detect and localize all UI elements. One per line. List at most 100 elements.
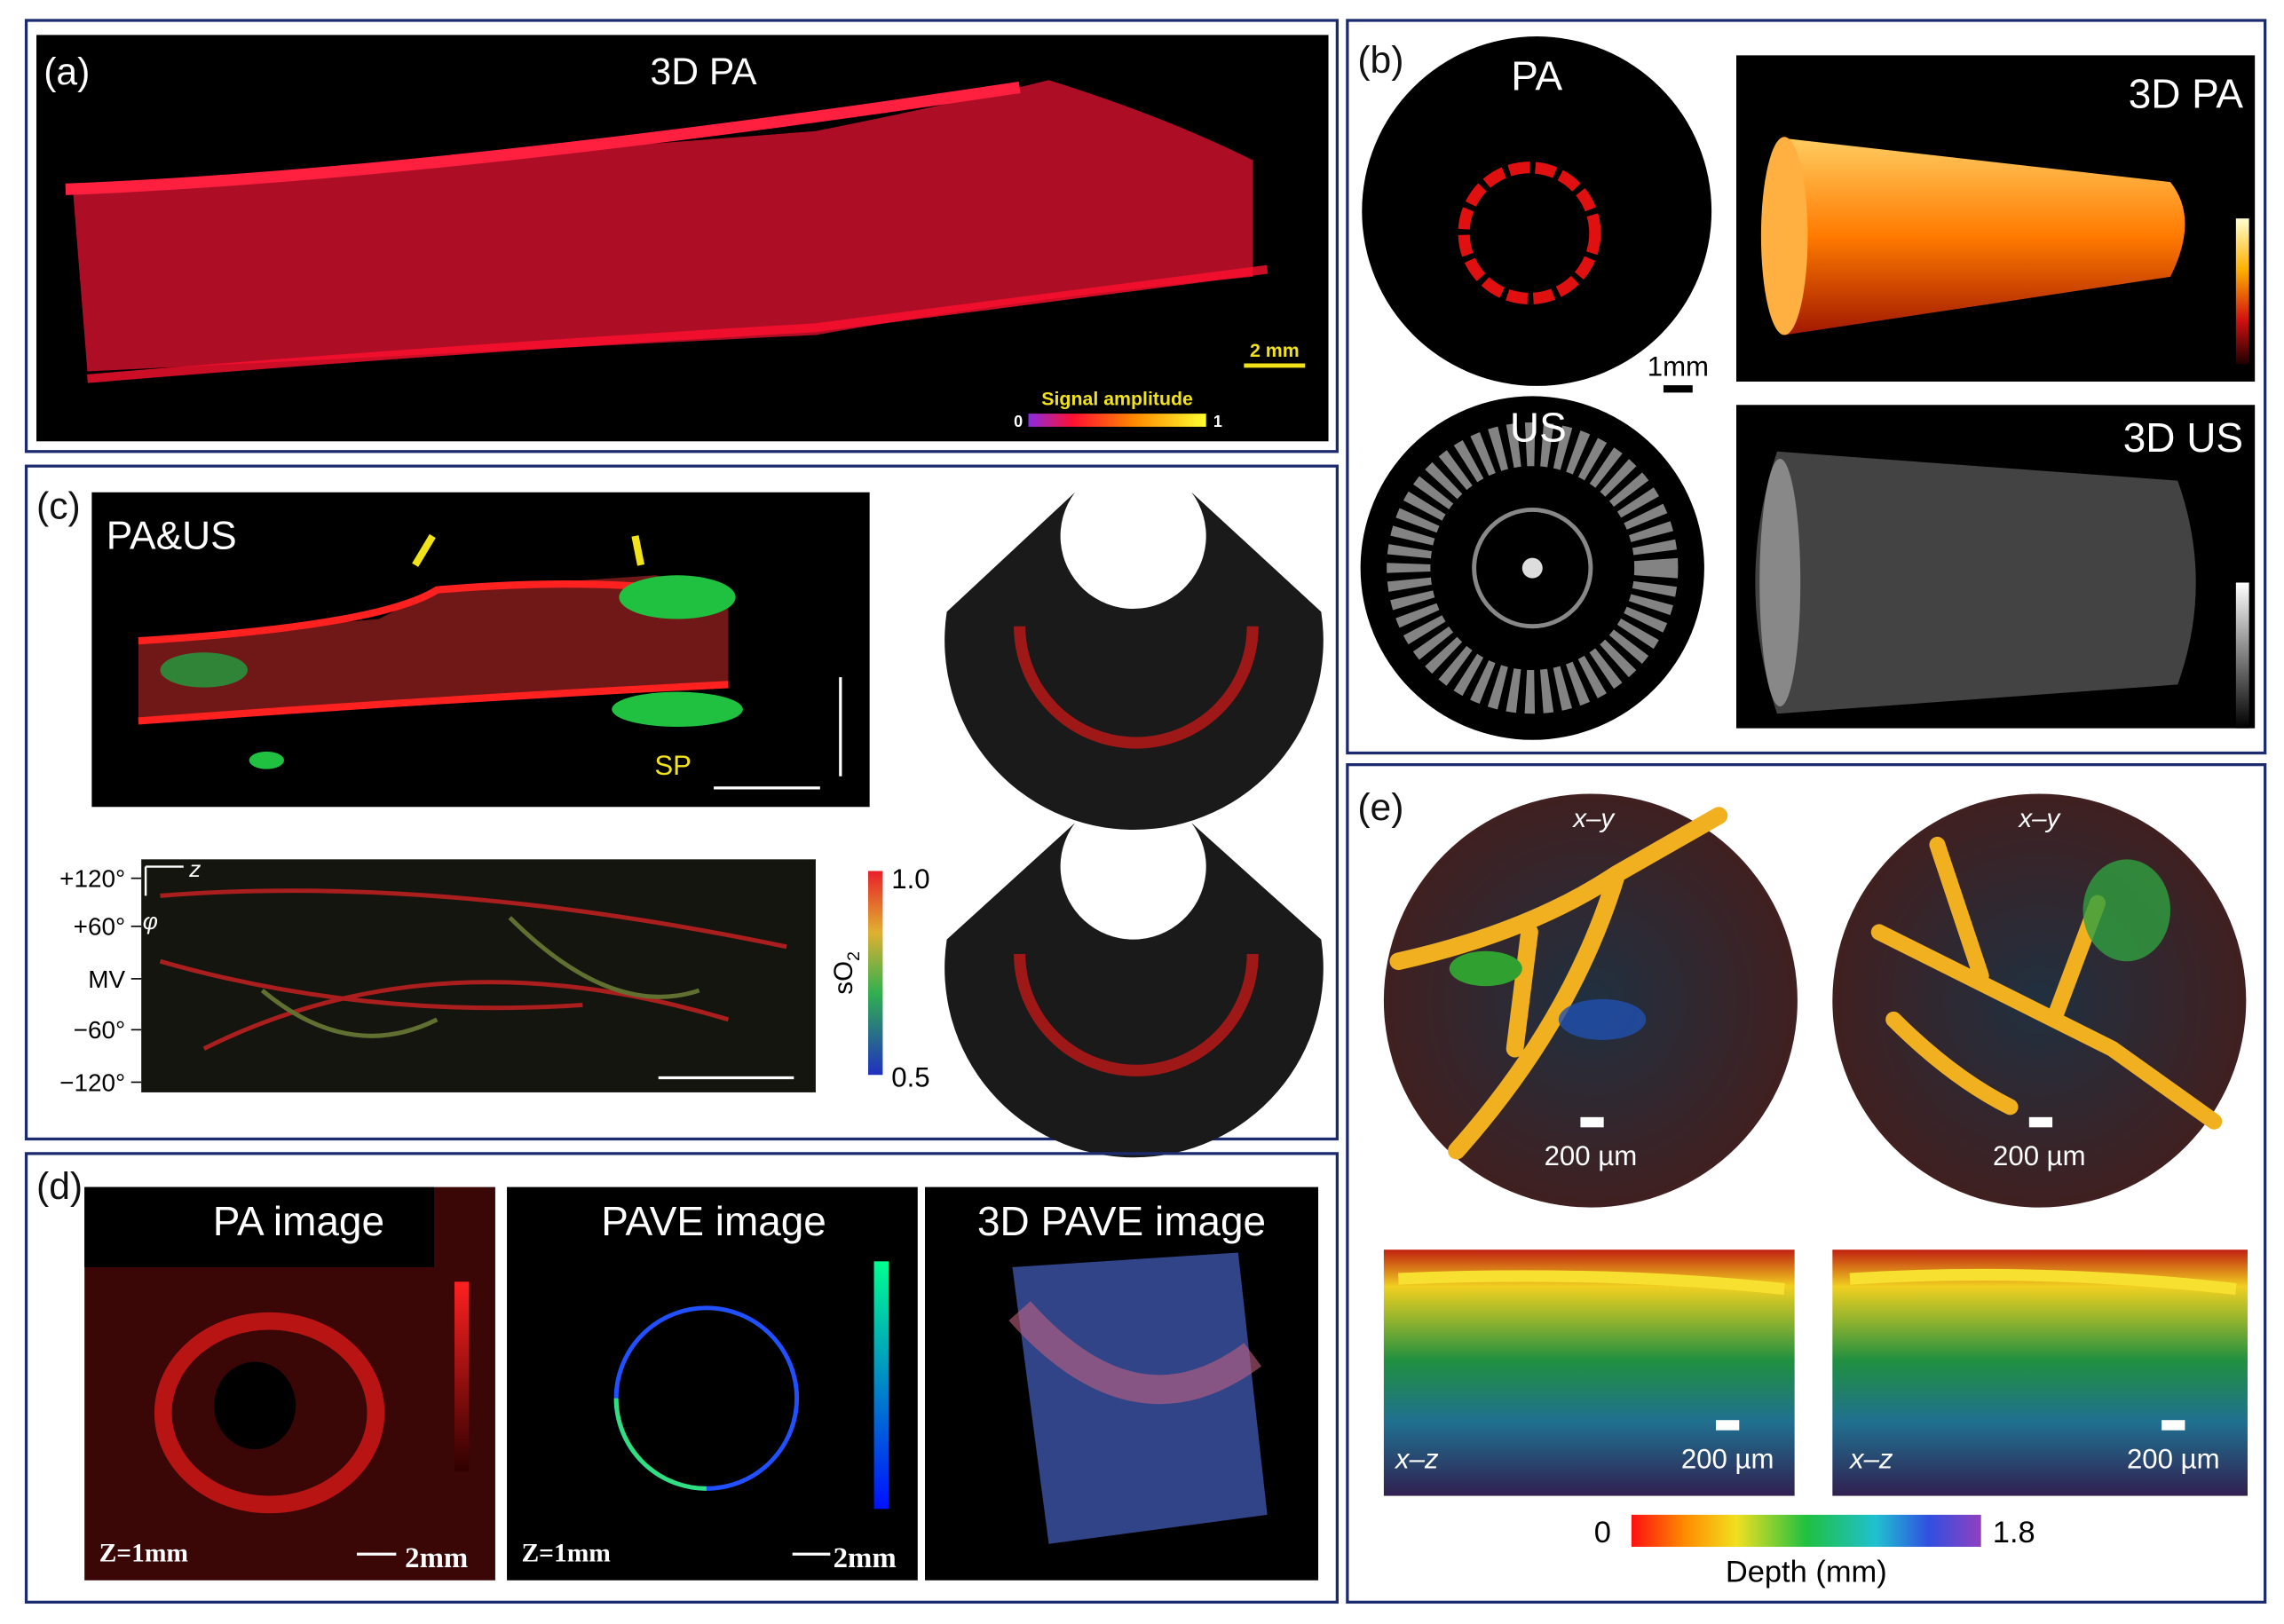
scale-label: 2mm — [834, 1542, 897, 1574]
panel-border — [24, 464, 1340, 1141]
colorbar-title: sO2 — [829, 951, 864, 995]
title-box — [84, 1186, 435, 1267]
image — [141, 859, 816, 1092]
vessel-edge — [87, 264, 1268, 383]
angle-tick: −120° — [59, 1068, 125, 1096]
fan-image — [944, 823, 1324, 1158]
title: PA image — [213, 1198, 384, 1244]
axis-label: z — [849, 593, 862, 620]
colorbar-max: 1.8 — [1993, 1516, 2035, 1549]
panel-label: (d) — [36, 1165, 83, 1208]
ring — [154, 1312, 385, 1514]
panel-label: (c) — [36, 485, 81, 527]
vessel — [2082, 859, 2171, 962]
vessel — [1870, 836, 2223, 1130]
panel-border — [24, 19, 1340, 453]
colorbar — [454, 1281, 470, 1471]
colorbar — [1631, 1514, 1981, 1548]
axis-label: z — [188, 855, 201, 882]
view-label: x–y — [2017, 804, 2061, 833]
annotation: SP — [654, 750, 692, 781]
axis-label: y — [814, 587, 830, 614]
colorbar-min: 0.5 — [891, 1061, 929, 1092]
colorbar-min: 0 — [1014, 413, 1023, 430]
panel-border — [1346, 19, 2267, 755]
title: 3D PA — [651, 51, 758, 93]
scale-bar — [1580, 1116, 1604, 1128]
plaque — [619, 575, 736, 619]
ring — [1458, 162, 1601, 305]
view-label: x–y — [1571, 804, 1616, 833]
image — [1832, 1250, 2248, 1496]
colorbar — [1028, 414, 1206, 427]
colorbar — [2235, 582, 2249, 729]
axes-icon — [788, 596, 845, 631]
axes-icon — [144, 865, 184, 896]
vessel — [1389, 807, 1728, 1160]
scale-label: 200 µm — [1545, 1140, 1638, 1171]
vessel — [260, 916, 700, 1038]
image — [507, 1186, 918, 1581]
scale-label: 2mm — [405, 1542, 468, 1574]
vessel — [138, 575, 729, 721]
cylinder-end — [1759, 458, 1801, 707]
vessel — [73, 80, 1253, 372]
scale-bar — [2162, 1420, 2185, 1431]
axis-label: φ — [143, 908, 158, 934]
vessel — [159, 888, 787, 1051]
scale-label: 1mm — [1648, 351, 1709, 382]
colorbar-title-sub: 2 — [844, 951, 864, 961]
scale-label: 200 µm — [1993, 1140, 2086, 1171]
cylinder — [1766, 138, 2185, 335]
colorbar-title: Signal amplitude — [1041, 388, 1193, 409]
fan-image — [944, 492, 1324, 831]
ring — [1014, 954, 1259, 1076]
scale-label: 200 µm — [1681, 1443, 1774, 1474]
ring — [613, 1398, 707, 1491]
panel-border — [1346, 763, 2267, 1604]
title: US — [1510, 404, 1567, 450]
depth-label: Z=1mm — [521, 1539, 611, 1567]
image — [1362, 36, 1712, 386]
scale-bar — [2028, 1116, 2053, 1128]
panel-border — [24, 1152, 1340, 1604]
scale-bar — [1716, 1420, 1740, 1431]
ring — [1387, 422, 1679, 714]
scale-label: 2 mm — [1250, 340, 1300, 361]
title: 3D US — [2123, 414, 2243, 461]
title: 3D PAVE image — [977, 1198, 1266, 1244]
view-label: x–z — [1394, 1443, 1439, 1474]
panel-label: (e) — [1357, 786, 1403, 829]
axis-label: x — [766, 572, 781, 600]
plaque — [612, 691, 743, 727]
ring — [1014, 626, 1259, 749]
depth-label: Z=1mm — [99, 1539, 189, 1567]
colorbar — [873, 1261, 889, 1510]
colorbar-max: 1 — [1213, 413, 1222, 430]
vessel-edge — [65, 81, 1021, 195]
lumen — [214, 1361, 296, 1450]
colorbar-min: 0 — [1594, 1516, 1611, 1549]
colorbar-max: 1.0 — [891, 863, 929, 895]
catheter — [1521, 557, 1543, 579]
colorbar-title-main: sO — [829, 961, 858, 995]
title: 3D PA — [2129, 70, 2244, 116]
surface — [1398, 1268, 2237, 1296]
panel-label: (a) — [43, 51, 90, 93]
vessel — [1558, 998, 1647, 1040]
angle-tick: +120° — [59, 865, 125, 893]
arrow — [412, 533, 645, 567]
cylinder — [1755, 451, 2196, 714]
angle-tick: MV — [88, 966, 125, 993]
title: PA&US — [107, 515, 237, 558]
panel-label: (b) — [1357, 39, 1403, 82]
title: PA — [1511, 53, 1562, 99]
plaque — [160, 652, 248, 688]
cylinder-end — [1760, 137, 1808, 335]
ring — [1472, 507, 1593, 629]
view-label: x–z — [1848, 1443, 1893, 1474]
band — [1008, 1301, 1262, 1405]
angle-tick: −60° — [74, 1016, 125, 1044]
plaque — [249, 751, 284, 769]
